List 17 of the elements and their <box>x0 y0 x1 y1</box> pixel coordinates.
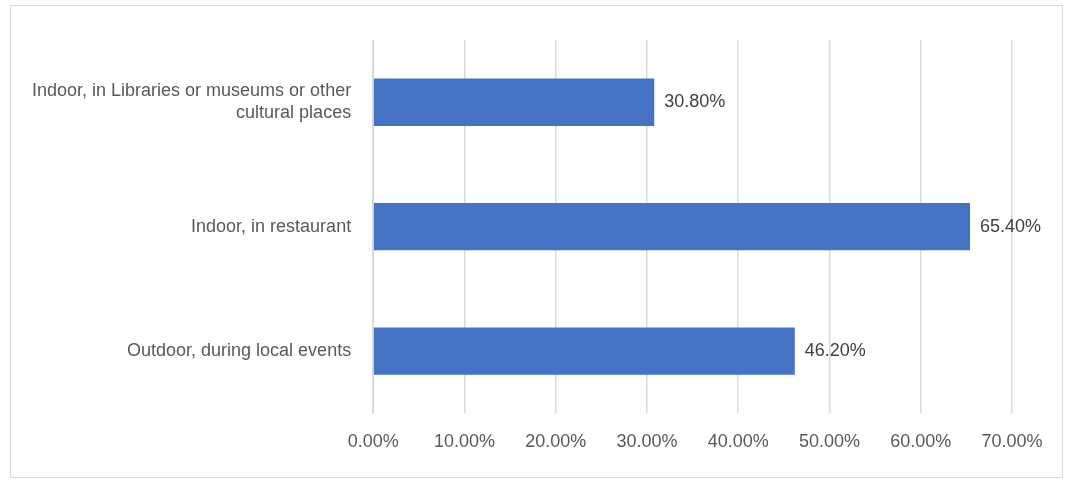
data-label: 46.20% <box>804 340 866 361</box>
y-tick-label: Indoor, in Libraries or museums or other cultural places <box>31 80 352 122</box>
bar <box>373 203 971 251</box>
x-tick-label: 0.00% <box>347 431 399 452</box>
data-label: 30.80% <box>664 91 726 112</box>
x-tick-label: 30.00% <box>616 431 678 452</box>
y-tick-label: Outdoor, during local events <box>127 340 352 361</box>
x-tick-label: 70.00% <box>981 431 1043 452</box>
x-tick-label: 50.00% <box>798 431 860 452</box>
x-tick-label: 40.00% <box>707 431 769 452</box>
data-label: 65.40% <box>980 215 1042 236</box>
bar <box>373 327 795 375</box>
x-tick-label: 60.00% <box>890 431 952 452</box>
x-tick-label: 10.00% <box>433 431 495 452</box>
y-tick-label: Indoor, in restaurant <box>191 215 352 236</box>
x-tick-label: 20.00% <box>525 431 587 452</box>
bar <box>373 78 655 126</box>
